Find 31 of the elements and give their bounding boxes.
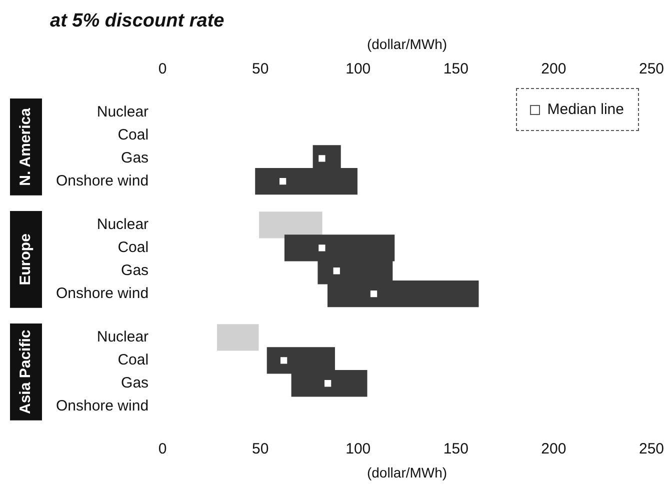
x-tick-label: 50 bbox=[252, 440, 269, 458]
y-tick-label: Gas bbox=[121, 150, 149, 167]
y-tick-label: Nuclear bbox=[96, 216, 149, 234]
x2-axis-title: (dollar/MWh) bbox=[366, 36, 448, 52]
x2-tick-label: 250 bbox=[638, 60, 664, 78]
legend-label: Median line bbox=[547, 101, 624, 118]
x-tick-label: 100 bbox=[346, 440, 371, 458]
x-tick-label: 150 bbox=[443, 440, 468, 458]
x2-tick-label: 150 bbox=[443, 60, 468, 78]
text: N. America bbox=[17, 107, 34, 186]
x2-tick-label: 0 bbox=[158, 60, 167, 78]
y-tick-label: Coal bbox=[118, 352, 149, 369]
text: Asia Pacific bbox=[17, 330, 34, 414]
x2-tick-label: 100 bbox=[346, 60, 371, 78]
x-axis-title: (dollar/MWh) bbox=[366, 464, 448, 480]
y-tick-label: Onshore wind bbox=[56, 397, 149, 414]
x2-tick-label: 50 bbox=[252, 60, 269, 78]
x-tick-label: 250 bbox=[638, 440, 664, 458]
y-tick-label: Coal bbox=[118, 126, 149, 144]
y-tick-label: Onshore wind bbox=[56, 284, 149, 302]
y-tick-label: Coal bbox=[118, 239, 149, 256]
y-tick-label: Nuclear bbox=[96, 328, 149, 346]
y-tick-label: Nuclear bbox=[96, 104, 149, 121]
text: Europe bbox=[17, 234, 34, 286]
x-tick-label: 200 bbox=[541, 440, 566, 458]
y-tick-label: Onshore wind bbox=[56, 172, 149, 190]
y-tick-label: Gas bbox=[121, 374, 149, 392]
x-tick-label: 0 bbox=[158, 440, 167, 458]
y-tick-label: Gas bbox=[121, 262, 149, 280]
x2-tick-label: 200 bbox=[541, 60, 566, 78]
chart-title: at 5% discount rate bbox=[50, 10, 225, 32]
